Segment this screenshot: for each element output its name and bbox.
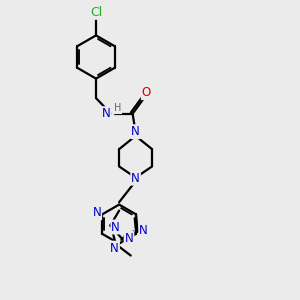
Text: N: N bbox=[102, 107, 111, 120]
Text: N: N bbox=[111, 220, 120, 233]
Text: Cl: Cl bbox=[90, 6, 102, 19]
Text: N: N bbox=[139, 224, 148, 237]
Text: N: N bbox=[124, 232, 134, 245]
Text: O: O bbox=[142, 86, 151, 99]
Text: N: N bbox=[110, 242, 119, 255]
Text: N: N bbox=[131, 172, 140, 185]
Text: H: H bbox=[114, 103, 121, 113]
Text: N: N bbox=[131, 125, 140, 138]
Text: N: N bbox=[92, 206, 101, 219]
